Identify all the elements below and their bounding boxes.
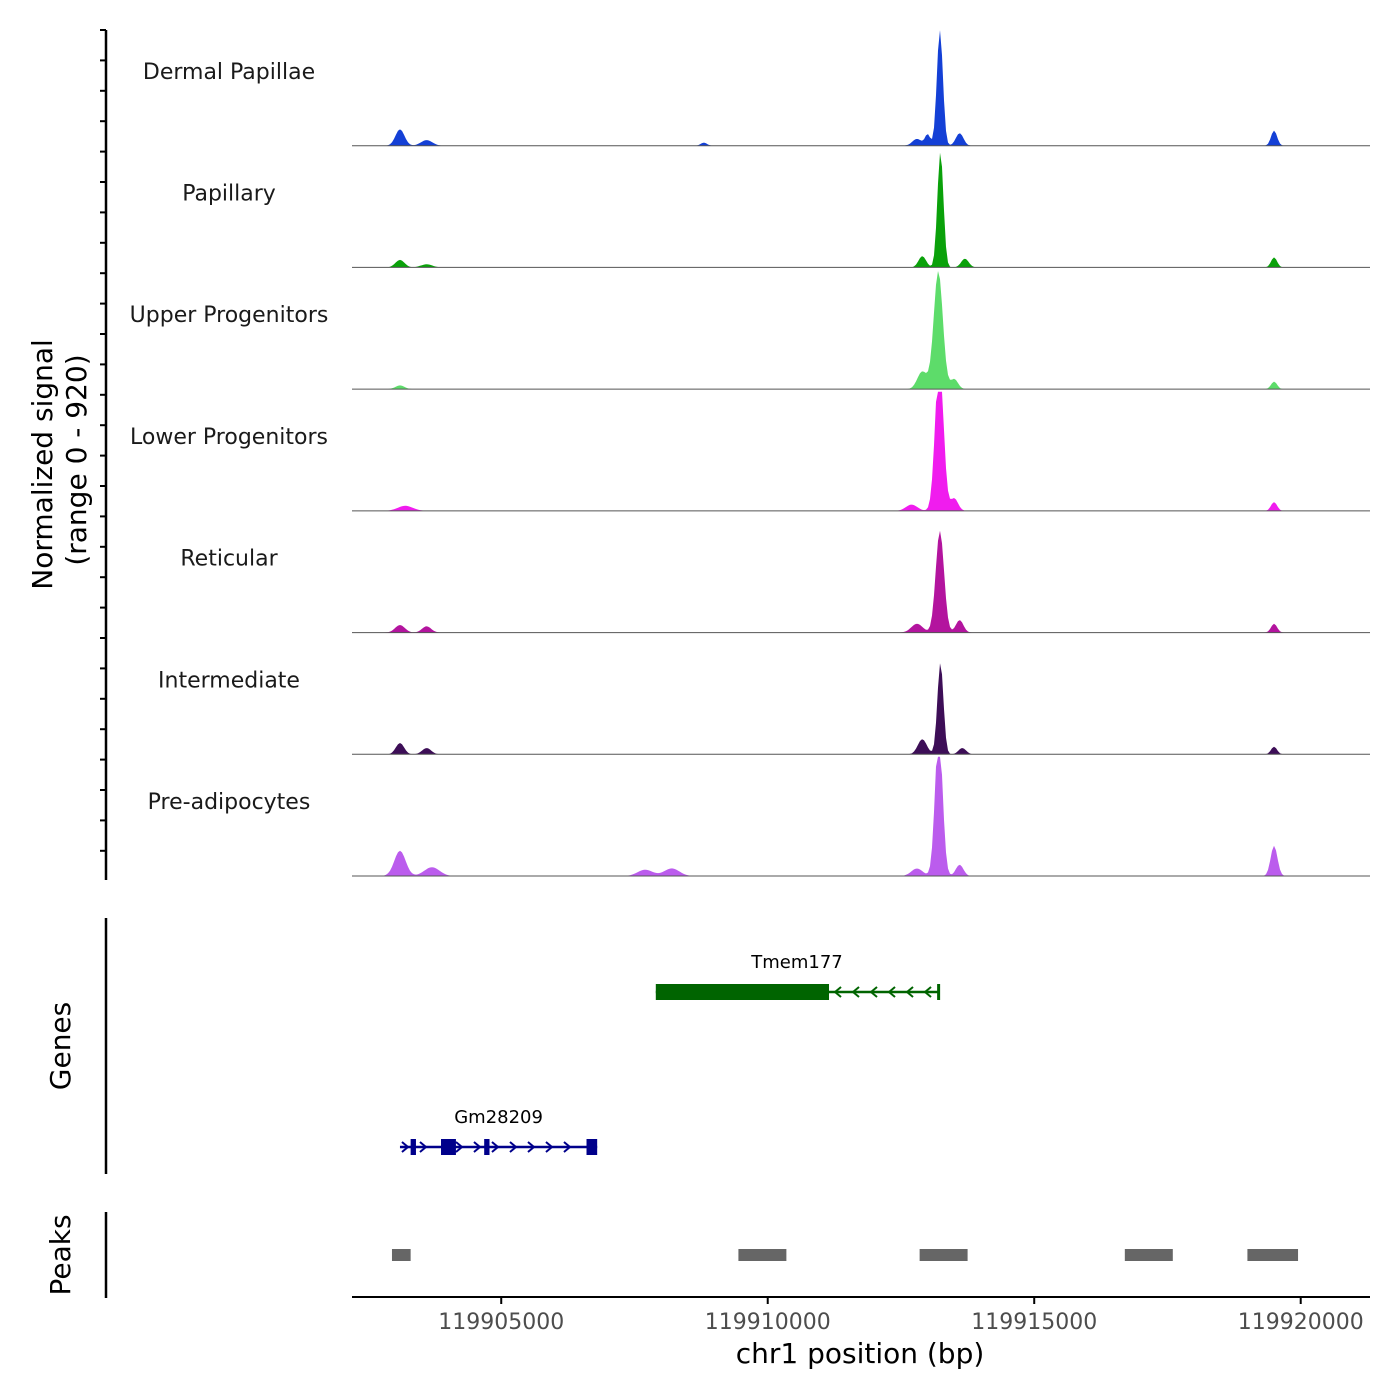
strand-arrow (419, 1141, 428, 1153)
track-label: Papillary (182, 182, 276, 207)
signal-area (352, 663, 1370, 755)
track-upper-progenitors: Upper Progenitors (130, 271, 1370, 390)
peak-region (1247, 1249, 1299, 1261)
y-axis-title: Normalized signal (range 0 - 920) (26, 330, 93, 589)
strand-arrow (545, 1141, 554, 1153)
strand-arrow (527, 1141, 536, 1153)
gene-gm28209: Gm28209 (399, 1107, 598, 1155)
gene-label: Gm28209 (454, 1107, 543, 1128)
track-reticular: Reticular (180, 530, 1370, 634)
y-axis-title-line2: (range 0 - 920) (60, 354, 93, 565)
strand-arrow (833, 986, 842, 998)
strand-arrow (887, 986, 896, 998)
strand-arrow (923, 986, 932, 998)
peak-region (1124, 1249, 1173, 1261)
gene-exon (410, 1139, 416, 1155)
gene-exon (586, 1139, 598, 1155)
gene-exon (655, 984, 830, 1000)
track-label: Pre-adipocytes (148, 790, 311, 815)
track-label: Intermediate (158, 668, 300, 693)
coverage-y-ticks (100, 29, 106, 852)
peak-region (919, 1249, 968, 1261)
gene-label: Tmem177 (750, 952, 843, 973)
x-tick-label: 119915000 (971, 1310, 1097, 1335)
signal-area (352, 271, 1370, 390)
strand-arrow (905, 986, 914, 998)
strand-arrow (473, 1141, 482, 1153)
strand-arrow (509, 1141, 518, 1153)
peak-region (391, 1249, 411, 1261)
gene-tmem177: Tmem177 (655, 952, 941, 1000)
track-dermal-papillae: Dermal Papillae (143, 30, 1370, 147)
track-label: Dermal Papillae (143, 60, 315, 85)
track-papillary: Papillary (182, 152, 1370, 268)
x-axis-ticks: 119905000 119910000 119915000 119920000 (438, 1297, 1364, 1335)
x-axis-title: chr1 position (bp) (736, 1337, 985, 1370)
track-label: Reticular (180, 547, 278, 572)
track-pre-adipocytes: Pre-adipocytes (148, 756, 1370, 877)
peak-region (738, 1249, 787, 1261)
signal-area (352, 152, 1370, 268)
strand-arrow (455, 1141, 464, 1153)
track-lower-progenitors: Lower Progenitors (130, 391, 1370, 512)
strand-arrow (401, 1141, 410, 1153)
track-intermediate: Intermediate (158, 663, 1370, 755)
y-axis-title-line1: Normalized signal (26, 339, 59, 590)
gene-exon (441, 1139, 456, 1155)
signal-area (352, 756, 1370, 876)
signal-area (352, 30, 1370, 146)
x-tick-label: 119920000 (1238, 1310, 1364, 1335)
gene-exon (484, 1139, 490, 1155)
coverage-tracks: Dermal Papillae Papillary Upper Progenitor… (130, 30, 1370, 877)
strand-arrow (563, 1141, 572, 1153)
peaks-panel-title: Peaks (44, 1214, 77, 1295)
strand-arrow (869, 986, 878, 998)
track-label: Lower Progenitors (130, 425, 328, 450)
track-label: Upper Progenitors (130, 303, 329, 328)
genes-panel-title: Genes (44, 1002, 77, 1090)
strand-arrow (491, 1141, 500, 1153)
x-tick-label: 119905000 (438, 1310, 564, 1335)
x-tick-label: 119910000 (705, 1310, 831, 1335)
signal-area (352, 530, 1370, 633)
signal-area (352, 391, 1370, 511)
strand-arrow (851, 986, 860, 998)
peaks-panel (391, 1249, 1299, 1261)
genes-panel: Tmem177 Gm28209 (399, 952, 941, 1155)
